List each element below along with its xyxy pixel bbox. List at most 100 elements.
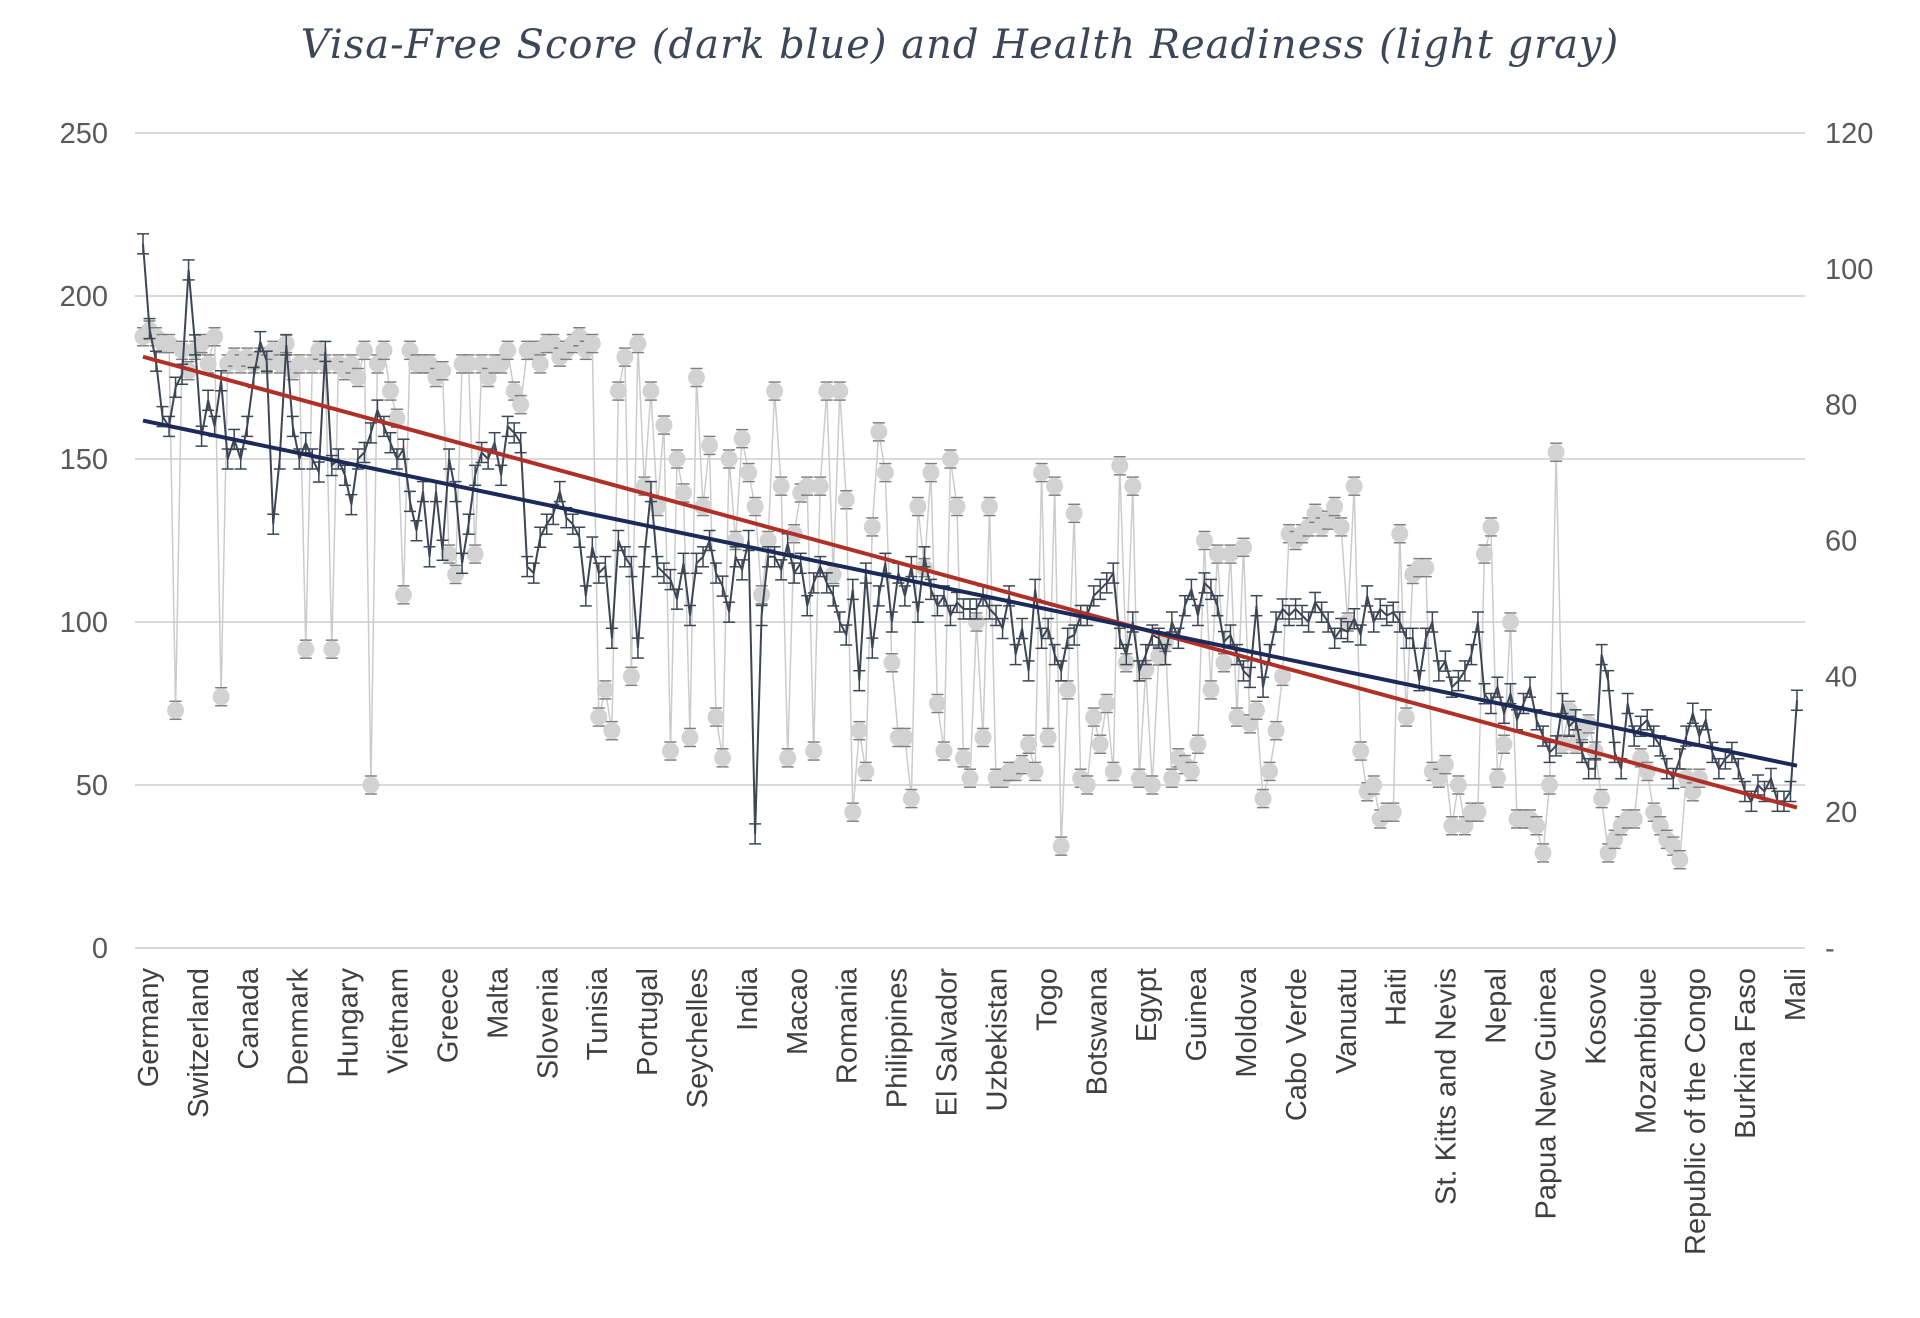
health-point [609, 381, 627, 401]
health-marker [622, 667, 640, 685]
health-point [167, 700, 185, 721]
visa-point [540, 513, 553, 535]
visa-point [1061, 627, 1074, 650]
health-marker [1078, 776, 1096, 794]
visa-point [1439, 650, 1452, 672]
visa-point [364, 422, 377, 444]
visa-point [1087, 585, 1100, 607]
health-marker [199, 355, 217, 373]
visa-point [710, 562, 723, 584]
health-marker [857, 762, 875, 780]
health-point [1020, 734, 1038, 754]
x-category-label: Romania [832, 967, 864, 1084]
visa-point [1491, 676, 1504, 698]
visa-point [1120, 643, 1133, 666]
health-point [1163, 768, 1181, 788]
health-marker [642, 382, 660, 400]
visa-point [234, 448, 247, 470]
health-point [948, 496, 966, 517]
visa-point [1432, 660, 1445, 682]
health-marker [160, 335, 178, 353]
health-marker [1671, 851, 1689, 869]
visa-point [1094, 578, 1107, 601]
visa-point [241, 415, 254, 438]
health-marker [720, 450, 738, 468]
health-point [1039, 727, 1057, 748]
health-marker [837, 491, 855, 509]
health-marker [798, 477, 816, 495]
visa-point [749, 823, 762, 845]
health-point [1417, 557, 1435, 578]
health-point [753, 585, 771, 605]
y-tick-label: 100 [60, 607, 108, 639]
health-marker [661, 742, 679, 760]
health-marker [583, 335, 601, 353]
health-marker [460, 355, 478, 373]
visa-point [319, 340, 332, 363]
health-marker [733, 430, 751, 448]
visa-point [306, 448, 319, 470]
health-point [1254, 788, 1272, 809]
health-point [1261, 761, 1279, 782]
health-marker [850, 722, 868, 740]
health-point [1436, 754, 1454, 775]
visa-point [1764, 767, 1777, 790]
health-point [193, 333, 211, 354]
visa-point [755, 604, 768, 627]
visa-point [885, 611, 898, 633]
visa-point [1712, 757, 1725, 780]
visa-point [605, 627, 618, 650]
health-marker [935, 742, 953, 760]
health-marker [674, 484, 692, 502]
visa-point [1289, 598, 1302, 620]
visa-point [215, 370, 228, 392]
health-marker [974, 728, 992, 746]
health-marker [1013, 756, 1031, 774]
visa-point [1784, 780, 1797, 803]
visa-point [390, 448, 403, 470]
visa-point [690, 552, 703, 575]
x-category-label: Uzbekistan [981, 968, 1013, 1111]
visa-point [807, 572, 820, 594]
visa-point [1159, 643, 1172, 666]
health-marker [1443, 817, 1461, 835]
health-marker [629, 335, 647, 353]
health-point [1143, 775, 1161, 795]
visa-point [1055, 660, 1068, 682]
visa-point [931, 594, 944, 617]
health-point [909, 496, 927, 517]
visa-point [573, 526, 586, 548]
visa-point [1204, 578, 1217, 601]
health-point [1215, 653, 1233, 673]
visa-free-score-trendline [142, 418, 1798, 768]
health-marker [1274, 667, 1292, 685]
health-marker [173, 341, 191, 359]
visa-point [1009, 643, 1022, 666]
visa-point [377, 415, 390, 438]
health-point [206, 327, 224, 347]
health-point [1534, 843, 1552, 863]
visa-point [1022, 660, 1035, 682]
visa-point [1550, 735, 1563, 757]
health-marker [1215, 654, 1233, 672]
health-marker [928, 695, 946, 712]
y-tick-label: 0 [92, 933, 108, 965]
visa-point [586, 536, 599, 558]
health-marker [1104, 762, 1122, 780]
visa-point [1270, 611, 1283, 633]
visa-point [788, 562, 801, 584]
health-marker [388, 409, 406, 427]
health-marker [883, 654, 901, 672]
health-point [1365, 775, 1383, 795]
visa-point [775, 559, 788, 581]
health-marker [668, 450, 686, 468]
visa-point [1361, 585, 1374, 607]
health-point [1469, 802, 1487, 822]
health-point [714, 748, 732, 768]
health-point [1326, 496, 1344, 517]
visa-point [436, 539, 449, 562]
health-marker [746, 498, 764, 516]
visa-point [1621, 692, 1634, 715]
